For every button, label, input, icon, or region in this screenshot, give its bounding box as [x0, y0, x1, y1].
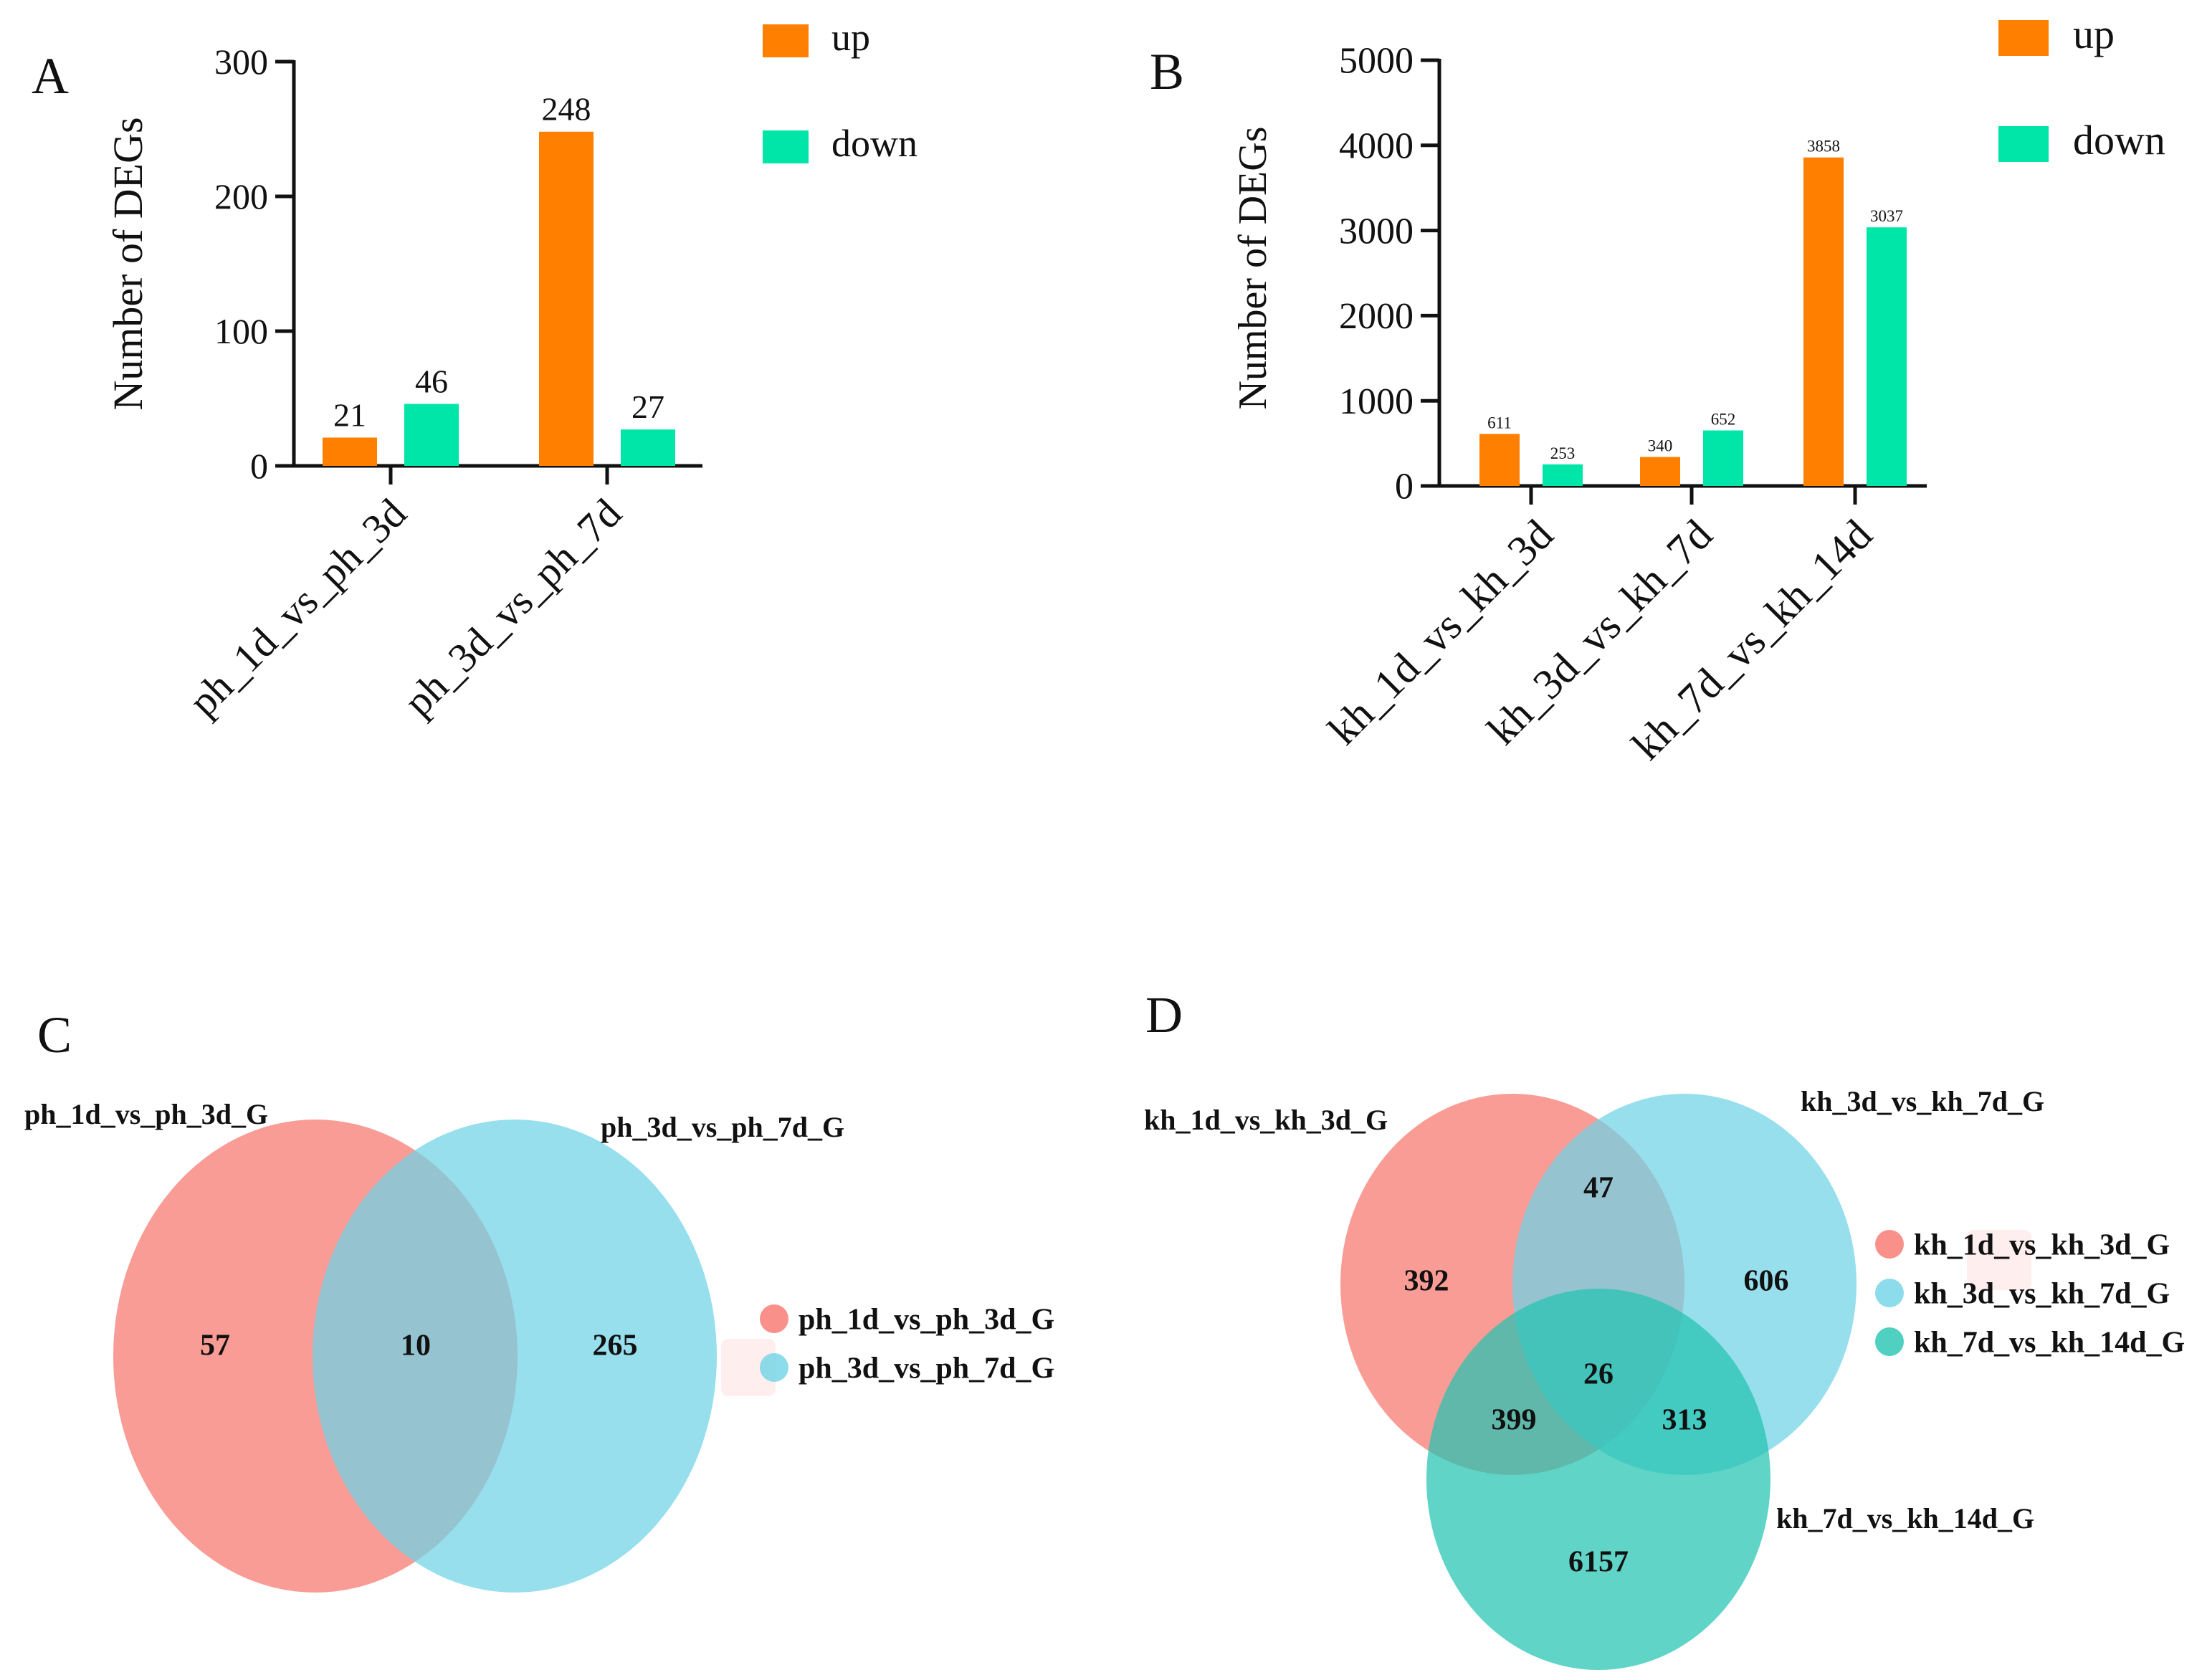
venn-region-count: 6157 — [1568, 1546, 1629, 1579]
legend-dot-1 — [760, 1304, 788, 1333]
bar-up — [539, 131, 594, 466]
bar-down — [1867, 227, 1907, 486]
legend-label: kh_7d_vs_kh_14d_G — [1914, 1326, 2185, 1359]
bar-up — [323, 437, 377, 466]
venn-set-2 — [313, 1120, 717, 1593]
y-tick-label: 1000 — [1339, 381, 1414, 422]
y-tick-label: 0 — [250, 446, 268, 486]
panel-label: D — [1145, 986, 1183, 1044]
y-tick-label: 300 — [214, 42, 268, 82]
legend-swatch-up — [1998, 20, 2049, 56]
venn-region-count: 57 — [200, 1330, 230, 1362]
venn-region-count: 313 — [1662, 1404, 1707, 1437]
legend-dot-3 — [1875, 1327, 1904, 1356]
bar-down — [1543, 464, 1583, 486]
bar-down — [621, 429, 675, 466]
legend-label-up: up — [831, 16, 870, 59]
legend-dot-2 — [760, 1353, 788, 1382]
venn-set-title: kh_7d_vs_kh_14d_G — [1776, 1502, 2034, 1535]
legend-swatch-down — [763, 130, 809, 163]
venn-set-title: kh_1d_vs_kh_3d_G — [1144, 1104, 1388, 1136]
bar-value-label: 340 — [1648, 437, 1673, 455]
y-tick-label: 0 — [1395, 467, 1414, 507]
legend-label-down: down — [831, 122, 918, 165]
legend-label-up: up — [2073, 11, 2115, 57]
x-category-label: ph_1d_vs_ph_3d — [180, 490, 416, 725]
panel-a: A 0 100 200 300 Number of DEGs 21 46 ph_1d_vs_ph… — [32, 16, 918, 725]
venn-region-count: 26 — [1583, 1358, 1614, 1391]
venn-region-count: 47 — [1583, 1172, 1614, 1205]
y-tick-label: 5000 — [1339, 41, 1414, 82]
bar-value-label: 652 — [1711, 410, 1736, 428]
panel-c: Cph_1d_vs_ph_3d_G ph_3d_vs_ph_7d_G 57 10 265… — [24, 1006, 1054, 1593]
bar-value-label: 27 — [631, 388, 664, 425]
legend-label: kh_1d_vs_kh_3d_G — [1914, 1228, 2170, 1261]
bar-up — [1479, 434, 1520, 486]
bar-up — [1640, 457, 1680, 486]
panel-label: C — [37, 1006, 72, 1064]
venn-set-title: kh_3d_vs_kh_7d_G — [1801, 1085, 2044, 1117]
venn-region-count: 10 — [401, 1330, 431, 1362]
panel-label: A — [32, 47, 69, 105]
magnifier-icon — [1967, 1230, 2031, 1290]
legend-label: kh_3d_vs_kh_7d_G — [1914, 1277, 2170, 1310]
bar-value-label: 611 — [1487, 414, 1512, 431]
bar-value-label: 21 — [333, 396, 366, 433]
venn-region-count: 606 — [1744, 1265, 1789, 1298]
bar-down — [404, 404, 459, 466]
legend-dot-1 — [1875, 1230, 1904, 1259]
y-axis-title: Number of DEGs — [1231, 126, 1275, 409]
y-tick-label: 3000 — [1339, 211, 1414, 252]
legend-label-down: down — [2073, 117, 2165, 163]
legend-label: ph_3d_vs_ph_7d_G — [799, 1352, 1054, 1385]
panel-label: B — [1150, 43, 1184, 100]
legend-swatch-down — [1998, 126, 2049, 162]
y-axis-title: Number of DEGs — [105, 117, 151, 410]
bar-down — [1703, 430, 1743, 486]
bar-value-label: 3037 — [1870, 207, 1903, 225]
panel-d: Dkh_1d_vs_kh_3d_G kh_3d_vs_kh_7d_G kh_7d_v… — [1144, 986, 2185, 1670]
magnifier-icon — [721, 1339, 776, 1396]
venn-set-title: ph_1d_vs_ph_3d_G — [24, 1098, 268, 1130]
y-tick-label: 2000 — [1339, 296, 1414, 337]
y-tick-label: 100 — [214, 311, 268, 351]
venn-region-count: 399 — [1492, 1404, 1537, 1437]
bar-value-label: 3858 — [1807, 138, 1840, 156]
legend-dot-2 — [1875, 1279, 1904, 1307]
y-tick-label: 200 — [214, 176, 268, 216]
legend-swatch-up — [763, 24, 809, 57]
bar-value-label: 253 — [1550, 444, 1576, 462]
panel-b: B 0 1000 2000 3000 4000 5000 Number of DEGs 611 2… — [1150, 11, 2165, 769]
venn-set-3 — [1426, 1289, 1770, 1670]
bar-value-label: 248 — [542, 91, 591, 128]
x-category-label: ph_3d_vs_ph_7d — [395, 490, 631, 725]
venn-set-title: ph_3d_vs_ph_7d_G — [601, 1111, 844, 1143]
venn-region-count: 392 — [1404, 1265, 1449, 1298]
bar-up — [1803, 157, 1844, 486]
legend-label: ph_1d_vs_ph_3d_G — [799, 1303, 1054, 1336]
bar-value-label: 46 — [415, 363, 448, 399]
y-tick-label: 4000 — [1339, 125, 1414, 166]
venn-region-count: 265 — [593, 1330, 638, 1362]
